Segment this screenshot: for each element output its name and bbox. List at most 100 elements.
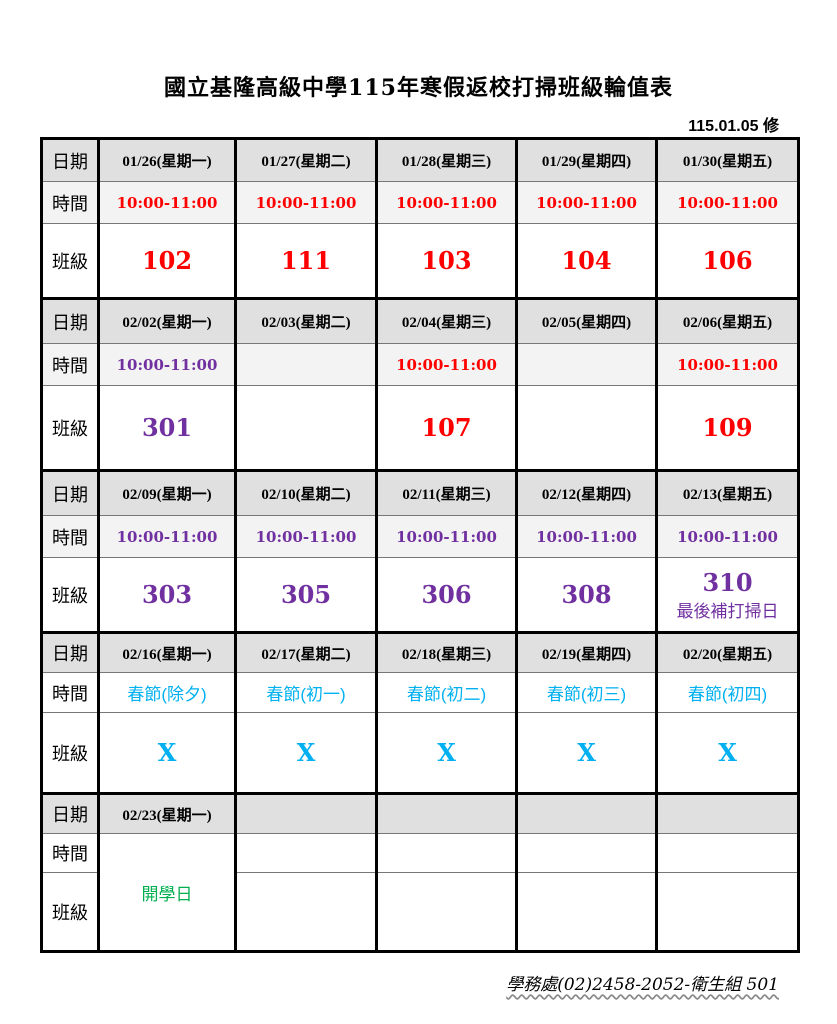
time-cell: 10:00-11:00 [375,343,518,386]
row-label-class: 班級 [41,223,100,300]
class-number: 107 [421,413,472,442]
empty-cell [234,872,378,952]
week-4-class-row: 班級 X X X X X [41,712,800,795]
date-cell: 02/06(星期五) [655,298,800,344]
row-label-class: 班級 [41,712,100,795]
time-cell: 10:00-11:00 [234,181,378,224]
class-number: X [718,738,737,767]
class-cell: 306 [375,557,518,634]
class-number: 303 [141,580,193,609]
class-number: 310 [702,567,753,597]
empty-cell [375,793,518,834]
class-number: X [296,738,316,767]
empty-cell [234,793,378,834]
date-cell: 01/27(星期二) [234,138,378,182]
date-cell: 02/11(星期三) [375,470,518,516]
row-label-class: 班級 [41,872,100,952]
row-label-time: 時間 [41,343,100,386]
date-cell: 02/10(星期二) [234,470,378,516]
date-cell: 02/02(星期一) [97,298,237,344]
date-cell: 02/03(星期二) [234,298,378,344]
class-cell: X [97,712,237,795]
class-cell: 102 [97,223,237,300]
date-cell: 02/04(星期三) [375,298,518,344]
empty-cell [655,872,800,952]
class-cell: 303 [97,557,237,634]
empty-cell [515,793,658,834]
week-5-class-row: 班級 [41,872,800,952]
empty-cell [655,833,800,873]
row-label-time: 時間 [41,672,100,713]
class-cell: X [375,712,518,795]
class-cell [234,385,378,472]
row-label-date: 日期 [41,793,100,834]
class-cell: 107 [375,385,518,472]
week-2-time-row: 時間 10:00-11:00 10:00-11:00 10:00-11:00 [41,343,800,386]
week-4-time-row: 時間 春節(除夕) 春節(初一) 春節(初二) 春節(初三) 春節(初四) [41,672,800,713]
page-title: 國立基隆高級中學115年寒假返校打掃班級輪值表 [164,75,673,101]
row-label-date: 日期 [41,470,100,516]
class-number: X [157,738,177,767]
week-3-date-row: 日期 02/09(星期一) 02/10(星期二) 02/11(星期三) 02/12(星期… [41,470,800,516]
week-1-class-row: 班級 102 111 103 104 106 [41,223,800,300]
class-cell: 109 [655,385,800,472]
time-cell: 10:00-11:00 [375,181,518,224]
row-label-date: 日期 [41,632,100,673]
time-cell: 春節(除夕) [97,672,237,713]
time-cell: 10:00-11:00 [97,343,237,386]
class-cell: 301 [97,385,237,472]
class-number: 305 [280,580,332,609]
class-number: 111 [280,246,332,275]
week-4-date-row: 日期 02/16(星期一) 02/17(星期二) 02/18(星期三) 02/19(星期… [41,632,800,673]
time-cell: 10:00-11:00 [515,515,658,558]
time-cell: 10:00-11:00 [515,181,658,224]
empty-cell [375,833,518,873]
date-cell: 02/12(星期四) [515,470,658,516]
date-cell: 02/19(星期四) [515,632,658,673]
date-cell: 02/16(星期一) [97,632,237,673]
revision-date: 115.01.05 修 [688,118,779,135]
class-number: 106 [702,246,753,275]
row-label-time: 時間 [41,515,100,558]
week-5-time-row: 時間 開學日 [41,833,800,952]
class-number: 102 [141,246,193,275]
empty-cell [515,872,658,952]
class-cell: 106 [655,223,800,300]
week-3-class-row: 班級 303 305 306 308 310 最後補打掃日 [41,557,800,634]
time-cell: 春節(初四) [655,672,800,713]
class-number: 104 [561,246,612,275]
week-1-date-row: 日期 01/26(星期一) 01/27(星期二) 01/28(星期三) 01/29(星期… [41,138,800,182]
class-cell: 103 [375,223,518,300]
empty-cell [234,833,378,873]
class-number: 109 [702,413,753,442]
date-cell: 02/17(星期二) [234,632,378,673]
week-5-date-row: 日期 02/23(星期一) [41,793,800,834]
time-cell [234,343,378,386]
schedule-table: 日期 01/26(星期一) 01/27(星期二) 01/28(星期三) 01/29(星期… [40,137,800,953]
class-cell: X [515,712,658,795]
class-number: 306 [421,580,472,609]
class-cell [515,385,658,472]
date-cell: 02/20(星期五) [655,632,800,673]
date-cell: 01/28(星期三) [375,138,518,182]
week-3-time-row: 時間 10:00-11:00 10:00-11:00 10:00-11:00 10:00… [41,515,800,558]
date-cell: 02/05(星期四) [515,298,658,344]
class-number: X [437,738,456,767]
row-label-class: 班級 [41,557,100,634]
week-1-time-row: 時間 10:00-11:00 10:00-11:00 10:00-11:00 10:00… [41,181,800,224]
time-cell: 春節(初二) [375,672,518,713]
row-label-time: 時間 [41,181,100,224]
school-start-cell: 開學日 [97,833,237,952]
class-number: 308 [561,580,612,609]
time-cell: 10:00-11:00 [97,515,237,558]
date-cell: 02/09(星期一) [97,470,237,516]
empty-cell [375,872,518,952]
date-cell: 01/26(星期一) [97,138,237,182]
class-cell: 104 [515,223,658,300]
row-label-class: 班級 [41,385,100,472]
time-cell: 10:00-11:00 [655,181,800,224]
footer-contact: 學務處(02)2458-2052-衛生組 501 [506,975,779,995]
date-cell: 02/23(星期一) [97,793,237,834]
row-label-date: 日期 [41,298,100,344]
week-2-date-row: 日期 02/02(星期一) 02/03(星期二) 02/04(星期三) 02/05(星期… [41,298,800,344]
